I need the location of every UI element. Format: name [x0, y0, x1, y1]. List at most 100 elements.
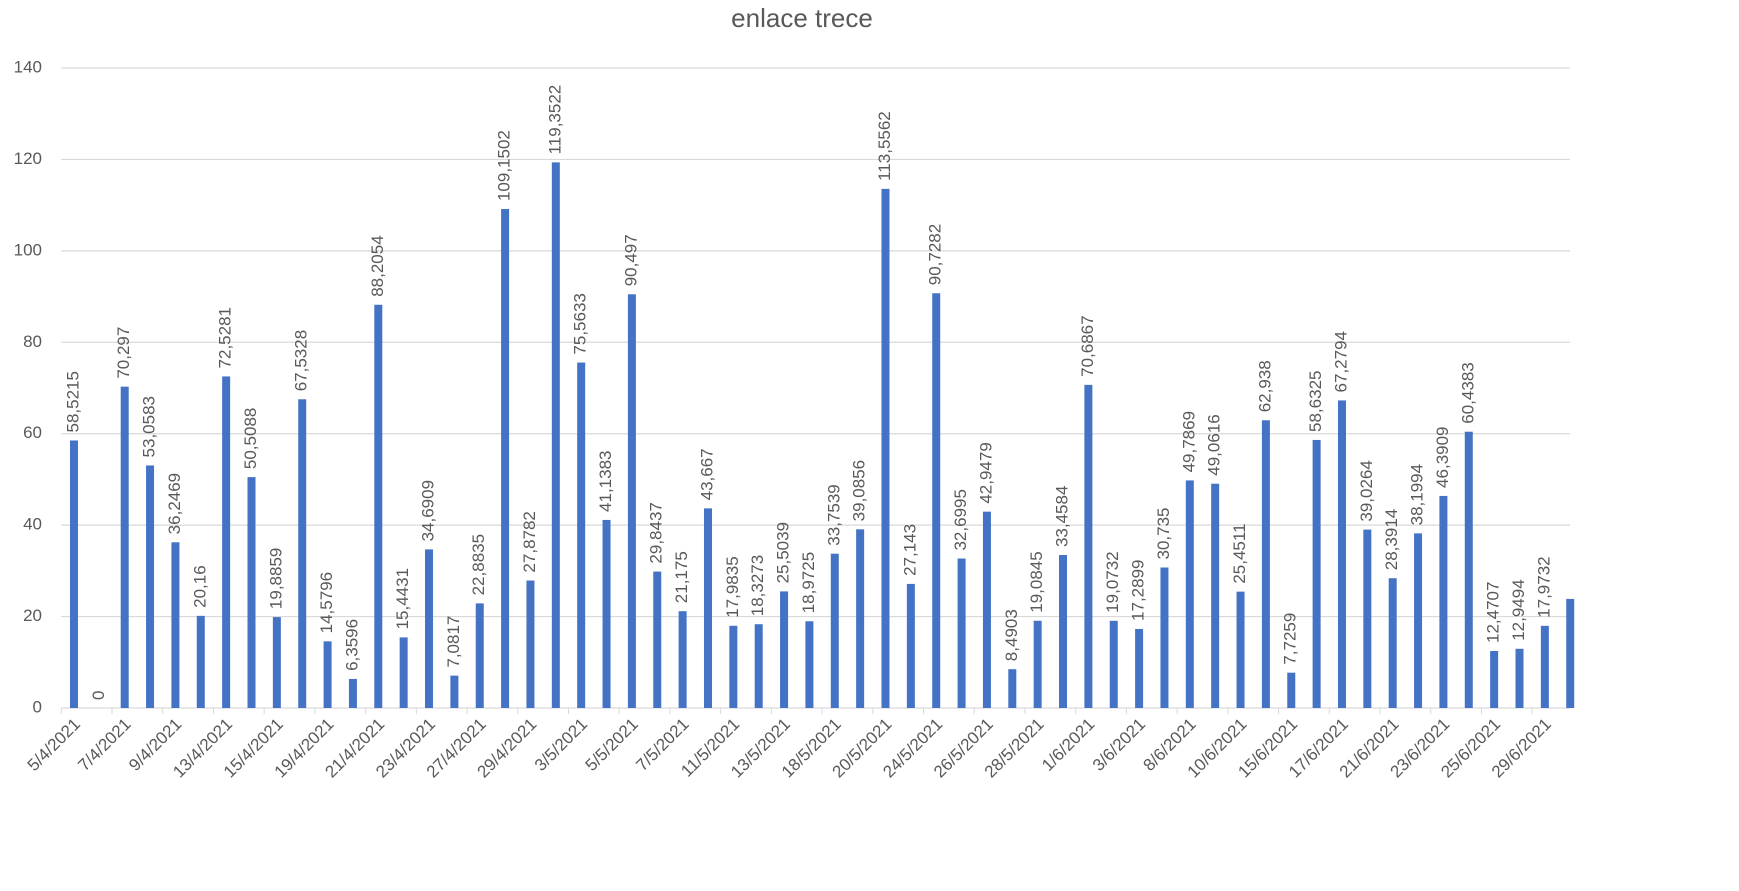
value-label: 8,4903 — [1002, 609, 1021, 661]
y-tick-label: 40 — [23, 515, 42, 534]
value-label: 38,1994 — [1408, 464, 1427, 525]
bar — [551, 162, 560, 708]
value-label: 67,2794 — [1331, 331, 1350, 392]
value-label: 67,5328 — [292, 330, 311, 391]
y-tick-label: 80 — [23, 332, 42, 351]
bar — [272, 617, 281, 708]
bar — [1160, 567, 1169, 708]
value-label: 70,297 — [114, 327, 133, 379]
bar — [729, 625, 738, 708]
value-label: 27,143 — [900, 524, 919, 576]
value-label: 25,4511 — [1230, 523, 1249, 583]
value-label: 6,3596 — [342, 619, 361, 671]
value-label: 17,9835 — [723, 556, 742, 617]
value-label: 42,9479 — [976, 442, 995, 503]
y-tick-label: 20 — [23, 606, 42, 625]
value-label: 29,8437 — [647, 502, 666, 563]
bar — [1414, 533, 1423, 708]
value-label: 0 — [89, 691, 108, 700]
bar — [146, 465, 155, 708]
bar — [1059, 555, 1068, 708]
value-label: 28,3914 — [1382, 509, 1401, 570]
bar — [425, 549, 434, 708]
bar — [323, 641, 332, 708]
value-label: 21,175 — [672, 551, 691, 603]
value-label: 58,6325 — [1306, 371, 1325, 432]
x-tick-label: 3/5/2021 — [531, 715, 591, 775]
y-tick-label: 120 — [14, 149, 42, 168]
value-label: 17,2899 — [1129, 560, 1148, 621]
bar — [69, 440, 78, 708]
value-label: 90,497 — [621, 234, 640, 286]
bar — [196, 615, 205, 708]
value-label: 62,938 — [1255, 360, 1274, 412]
value-label: 18,9725 — [799, 552, 818, 613]
bar — [222, 376, 231, 708]
value-label: 30,735 — [1154, 507, 1173, 559]
value-label: 27,8782 — [520, 511, 539, 572]
value-label: 17,9732 — [1534, 556, 1553, 617]
bar — [1337, 400, 1346, 708]
bar — [475, 603, 484, 708]
value-label: 19,8859 — [266, 548, 285, 609]
bar — [982, 511, 991, 708]
bar — [1363, 529, 1372, 708]
bar — [1008, 669, 1017, 708]
bar — [856, 529, 865, 708]
value-label: 70,6867 — [1078, 315, 1097, 376]
value-label: 20,16 — [190, 565, 209, 608]
value-label: 49,0616 — [1205, 414, 1224, 475]
bar — [1439, 495, 1448, 708]
bar — [1540, 625, 1549, 708]
bar — [602, 519, 611, 708]
value-label: 113,5562 — [875, 111, 894, 181]
value-label: 50,5088 — [241, 408, 260, 469]
bar — [932, 293, 941, 708]
x-tick-label: 1/6/2021 — [1038, 715, 1098, 775]
value-label: 58,5215 — [63, 371, 82, 432]
value-label: 15,4431 — [393, 568, 412, 629]
value-label: 41,1383 — [596, 450, 615, 511]
bar — [1135, 628, 1144, 708]
value-label: 88,2054 — [368, 235, 387, 296]
chart-title: enlace trece — [731, 3, 873, 33]
y-tick-label: 140 — [14, 57, 42, 76]
bar — [526, 580, 535, 708]
bar — [1109, 620, 1118, 708]
value-label: 36,2469 — [165, 473, 184, 534]
y-tick-label: 0 — [33, 697, 42, 716]
bar — [171, 542, 180, 708]
y-tick-label: 60 — [23, 423, 42, 442]
bar — [298, 399, 307, 708]
x-tick-label: 5/5/2021 — [582, 715, 642, 775]
bar — [1312, 439, 1321, 708]
value-label: 18,3273 — [748, 555, 767, 616]
value-label: 33,4584 — [1053, 486, 1072, 547]
value-label: 12,4707 — [1484, 582, 1503, 643]
value-label: 39,0264 — [1357, 460, 1376, 521]
value-label: 119,3522 — [545, 85, 564, 155]
bar — [247, 477, 256, 708]
value-label: 14,5796 — [317, 572, 336, 633]
bar — [501, 209, 510, 709]
bar — [1211, 483, 1220, 708]
bar — [1185, 480, 1194, 708]
value-label: 39,0856 — [850, 460, 869, 521]
bar — [1287, 672, 1296, 708]
value-label: 22,8835 — [469, 534, 488, 595]
bar — [1515, 648, 1524, 708]
bar — [906, 583, 915, 708]
bar — [374, 304, 383, 708]
value-label: 32,6995 — [951, 489, 970, 550]
bar — [881, 188, 890, 709]
bar — [399, 637, 408, 708]
bar — [627, 294, 636, 708]
x-tick-label: 5/4/2021 — [24, 715, 84, 775]
value-label: 49,7869 — [1179, 411, 1198, 472]
value-label: 90,7282 — [926, 224, 945, 285]
value-label: 25,5039 — [774, 522, 793, 583]
value-label: 12,9494 — [1509, 579, 1528, 640]
bar — [1566, 598, 1575, 708]
value-label: 34,6909 — [419, 480, 438, 541]
